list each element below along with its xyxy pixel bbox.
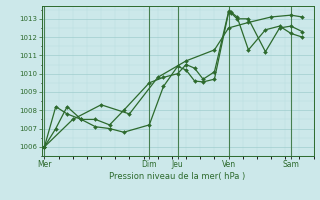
X-axis label: Pression niveau de la mer( hPa ): Pression niveau de la mer( hPa )	[109, 172, 246, 181]
